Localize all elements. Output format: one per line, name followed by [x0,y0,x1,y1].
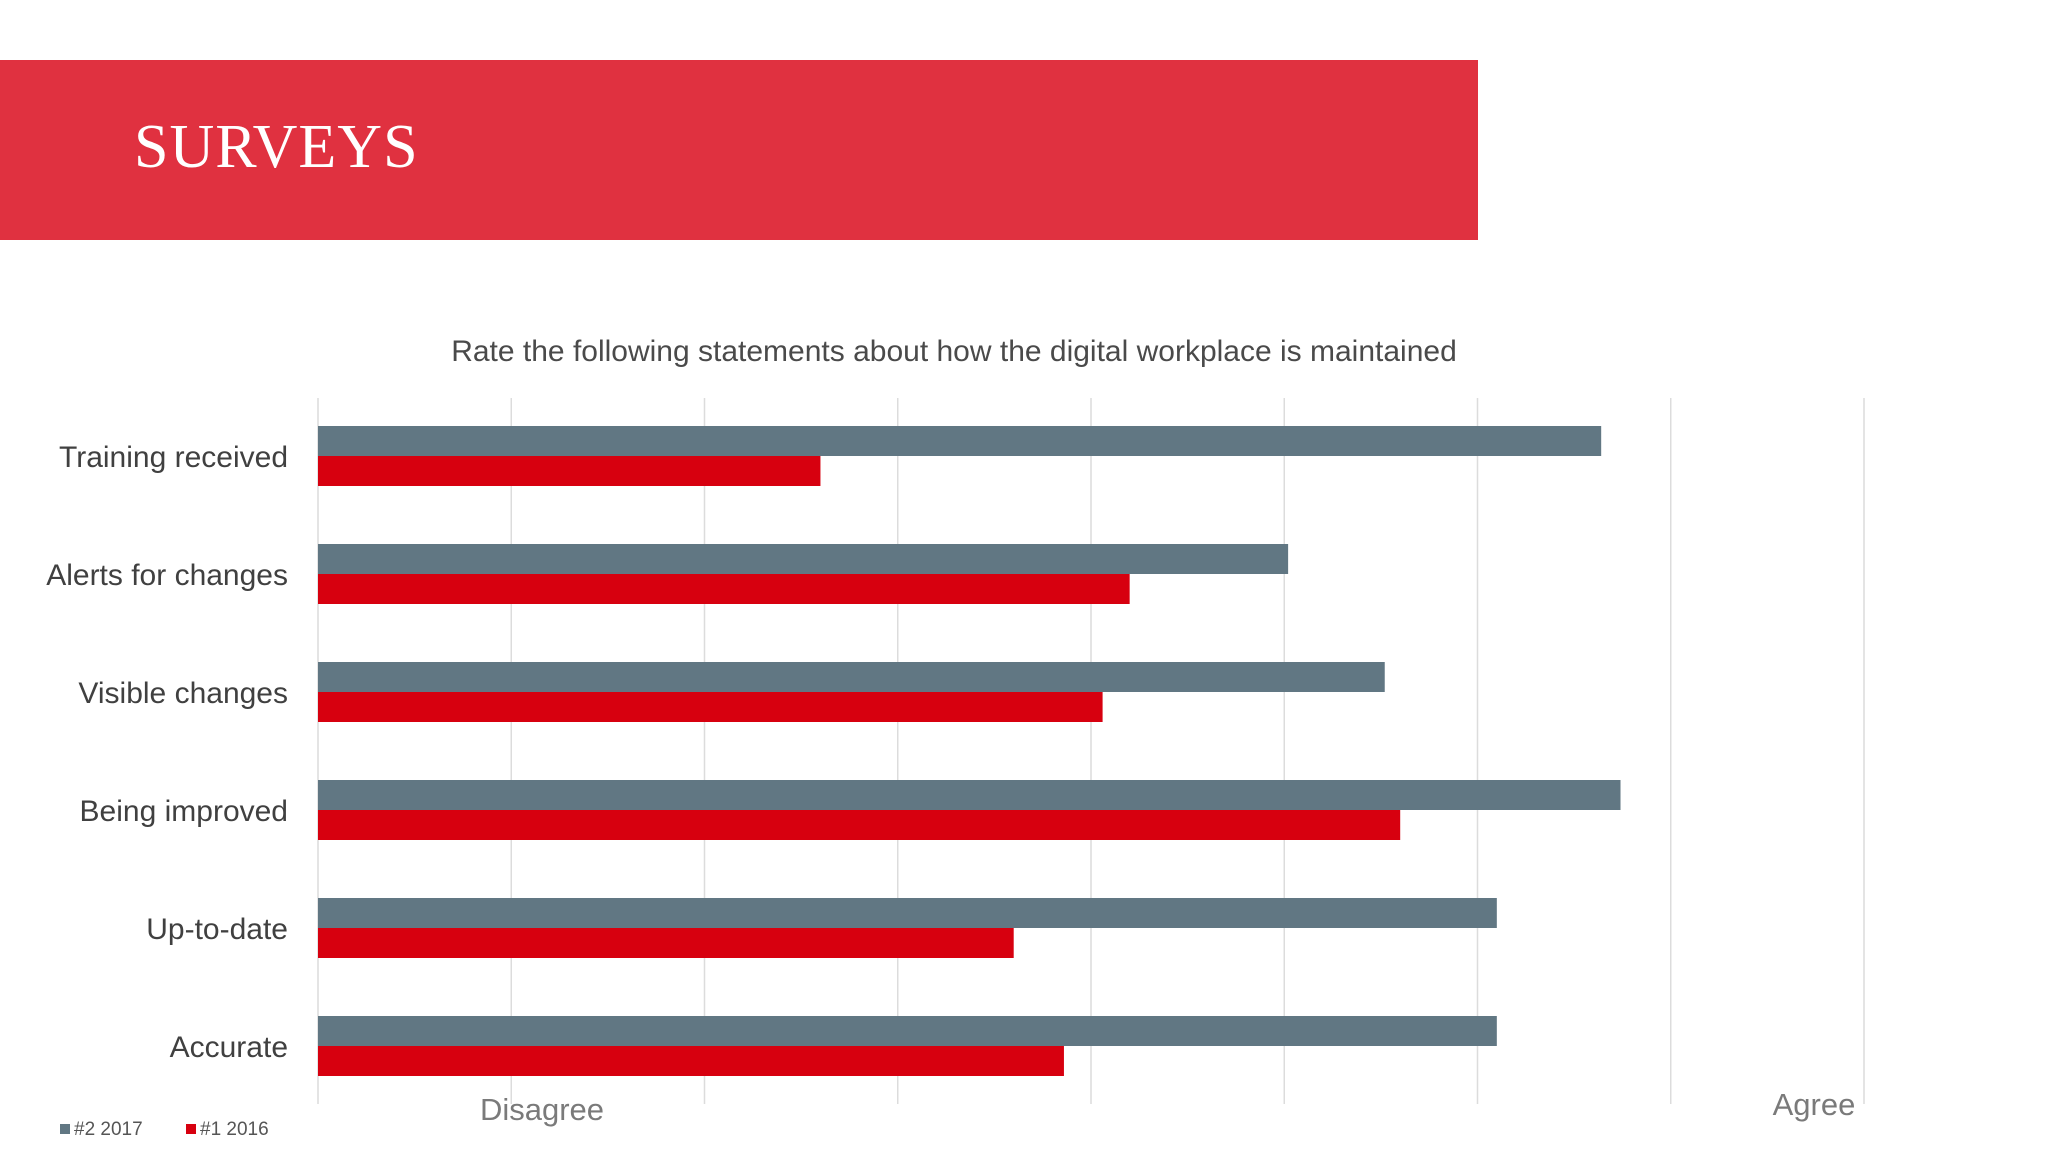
bar-2016 [318,692,1103,722]
bar-2017 [318,898,1497,928]
category-label: Being improved [80,795,288,828]
chart-legend: #2 2017 #1 2016 [60,1119,269,1140]
scale-label-disagree: Disagree [480,1092,604,1127]
category-label: Visible changes [78,677,288,710]
bar-2017 [318,544,1289,574]
bar-2016 [318,928,1014,958]
legend-swatch [60,1124,70,1134]
bar-2017 [318,662,1385,692]
bar-2017 [318,426,1602,456]
scale-label-agree: Agree [1773,1087,1856,1122]
bar-2016 [318,1046,1064,1076]
bar-2016 [318,810,1401,840]
category-label: Training received [59,441,288,474]
category-label: Up-to-date [146,913,288,946]
bar-2016 [318,456,821,486]
header-banner [0,60,1478,240]
legend-swatch [186,1124,196,1134]
bar-2017 [318,780,1621,810]
bar-2016 [318,574,1130,604]
chart-bars [318,426,1621,1076]
page-title: SURVEYS [134,113,419,181]
category-label: Alerts for changes [46,559,288,592]
bar-2017 [318,1016,1497,1046]
legend-label: #2 2017 [74,1119,143,1140]
category-labels: Training received Alerts for changes Visib… [46,441,288,1064]
chart-title: Rate the following statements about how … [451,335,1457,368]
category-label: Accurate [170,1031,288,1064]
legend-label: #1 2016 [200,1119,269,1140]
chart-gridlines [317,398,1865,1104]
